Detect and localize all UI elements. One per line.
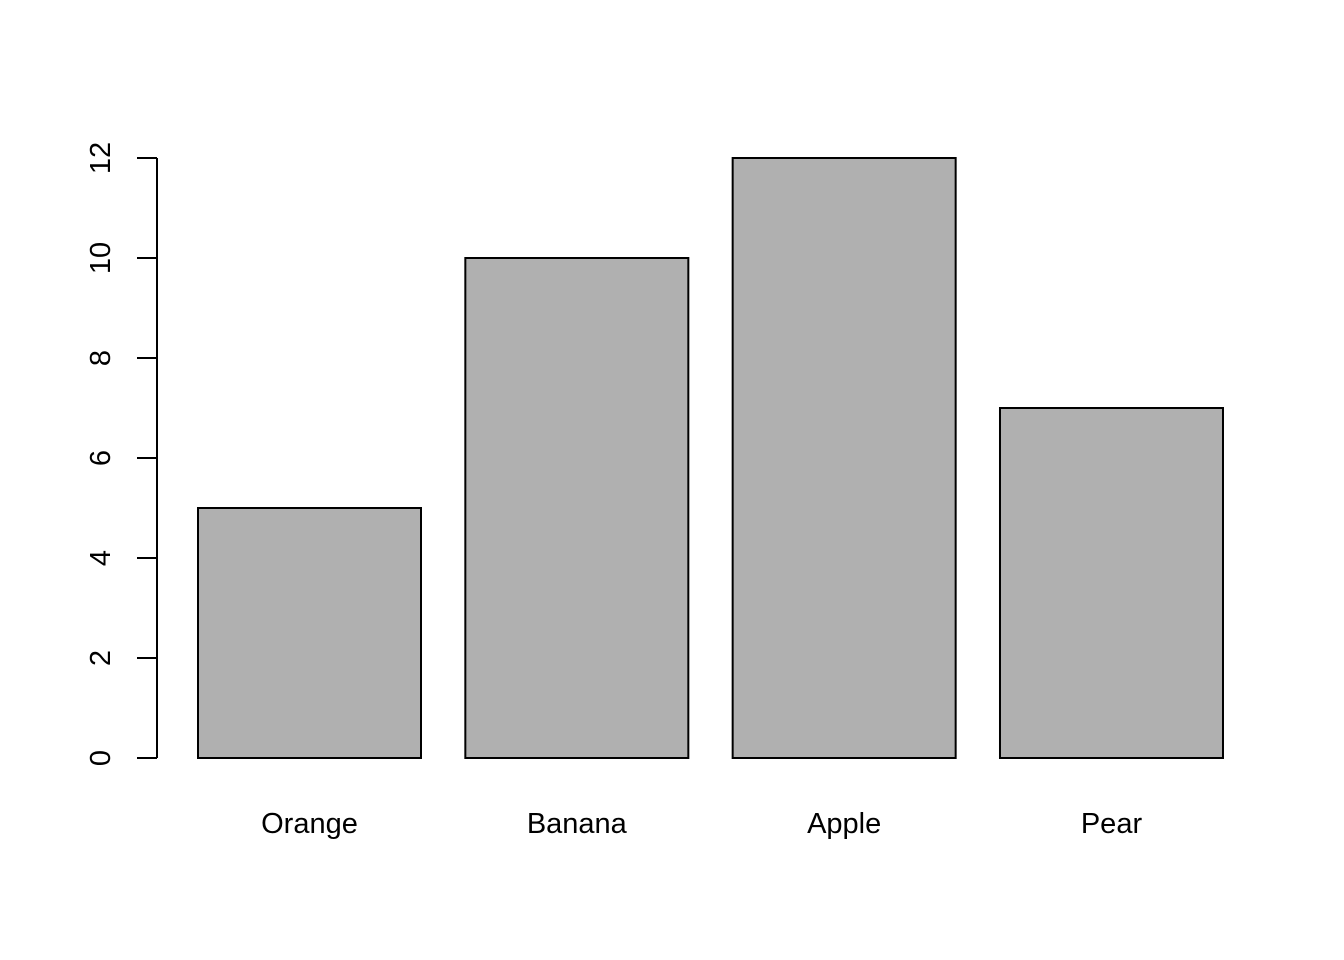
y-tick-label: 12 — [85, 142, 117, 174]
x-axis-labels: Orange Banana Apple Pear — [261, 808, 1142, 840]
bar-banana — [464, 257, 690, 759]
bar-apple — [731, 157, 957, 759]
bar-pear — [998, 407, 1224, 759]
bar-orange — [197, 507, 422, 759]
category-label-apple: Apple — [807, 808, 881, 840]
category-label-banana: Banana — [527, 808, 628, 840]
y-tick-label: 10 — [85, 242, 117, 274]
y-tick-label: 4 — [85, 550, 117, 566]
y-tick-label: 8 — [85, 350, 117, 366]
y-tick-label: 6 — [85, 450, 117, 466]
category-label-pear: Pear — [1081, 808, 1143, 840]
y-axis: 0 2 4 6 8 10 12 — [85, 142, 158, 766]
y-tick-label: 0 — [85, 750, 117, 766]
bars-group — [197, 157, 1224, 759]
y-tick-label: 2 — [85, 650, 117, 666]
category-label-orange: Orange — [261, 808, 358, 840]
